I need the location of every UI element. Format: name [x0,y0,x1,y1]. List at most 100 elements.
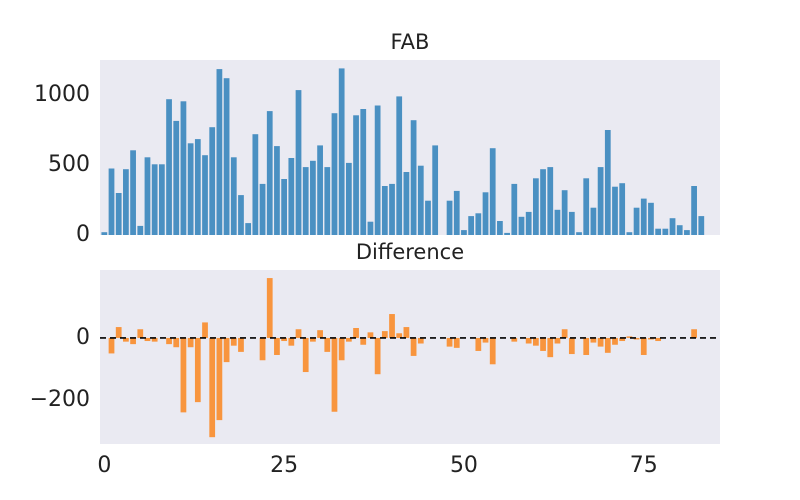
bar [209,337,216,438]
bar [475,337,482,351]
bar [583,337,590,355]
bar [446,337,453,347]
bar [461,230,467,235]
bar [302,167,309,235]
bar [230,157,237,235]
bar [561,190,568,235]
bar [158,164,165,235]
bar [216,337,223,421]
y-tick-label: −200 [30,387,90,412]
bar [324,167,331,235]
y-tick-label: 0 [76,222,90,247]
bar [317,330,323,338]
bar [288,337,295,346]
bar [684,230,690,235]
bar [525,211,532,235]
bar [374,337,381,375]
x-tick-label: 50 [450,453,478,478]
bar [259,183,266,235]
bar [403,327,410,338]
chart-title: Difference [356,240,464,264]
bar [281,337,288,342]
bar [324,337,331,352]
bar [633,337,640,340]
bar [453,190,460,235]
bar [648,202,654,235]
bar [173,337,180,348]
bar [410,120,417,235]
bar [238,195,244,235]
bar [187,143,194,235]
bar [115,193,122,235]
y-tick-label: 500 [48,152,90,177]
bar [295,329,302,338]
bar [360,109,367,235]
bar [381,186,388,235]
bar [417,337,424,344]
bar [532,337,539,346]
bar [151,337,158,342]
y-tick-label: 0 [76,325,90,350]
bar [317,145,323,235]
bar [173,120,180,235]
bar [698,216,705,235]
bar [288,158,295,235]
bar [432,145,439,235]
bar [130,337,136,345]
bar [612,337,618,345]
bar [115,327,122,338]
bar [691,186,697,235]
bar [338,68,345,236]
bar [151,164,158,235]
bar [238,337,244,352]
bar [662,228,669,235]
bar [497,221,503,235]
bar [410,337,417,356]
bar [489,337,496,365]
bar [353,115,359,235]
bar [194,139,201,235]
bar [144,157,151,235]
bar [511,183,518,235]
bar [166,337,172,345]
bar [396,333,403,338]
bar [583,178,590,235]
bar [137,225,144,235]
bar [123,337,129,342]
bar [166,99,172,235]
bar [532,178,539,235]
bar [446,200,453,235]
bar [338,337,345,361]
bar [604,337,611,353]
bar [554,337,561,344]
chart-title: FAB [391,30,430,54]
x-tick-label: 25 [270,453,298,478]
bar [389,314,395,338]
bar [230,337,237,346]
bar [403,172,410,235]
bar [590,207,597,235]
plot-area [100,270,720,444]
bar [259,337,266,361]
bar [274,146,280,235]
bar [281,179,288,235]
bar [482,192,489,235]
bar [360,337,367,345]
bar [367,332,374,338]
bar [540,169,546,235]
bar [180,101,187,235]
bar [612,186,618,235]
bar [194,337,201,403]
x-tick-label: 0 [97,453,111,478]
bar [525,337,532,344]
bar [223,78,230,235]
bar [619,183,626,235]
bar [640,198,647,235]
bar [209,127,216,235]
bar [554,209,561,235]
bar [202,322,208,338]
bar [202,155,208,235]
bar [425,200,431,235]
bar [353,328,359,338]
